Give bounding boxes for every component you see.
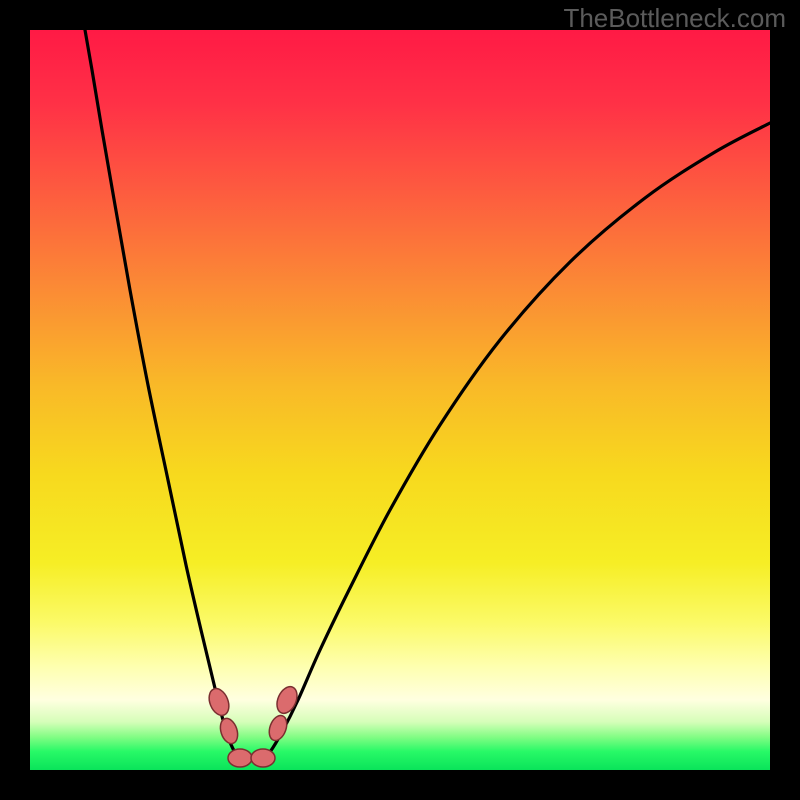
watermark-text: TheBottleneck.com — [563, 3, 786, 34]
markers-group — [205, 684, 301, 767]
marker-point — [205, 686, 232, 719]
marker-point — [228, 749, 252, 767]
marker-point — [217, 716, 240, 746]
plot-area — [30, 30, 770, 770]
marker-point — [266, 713, 290, 743]
marker-point — [251, 749, 275, 767]
chart-svg — [30, 30, 770, 770]
v-curve-path — [85, 30, 770, 760]
marker-point — [273, 684, 301, 717]
